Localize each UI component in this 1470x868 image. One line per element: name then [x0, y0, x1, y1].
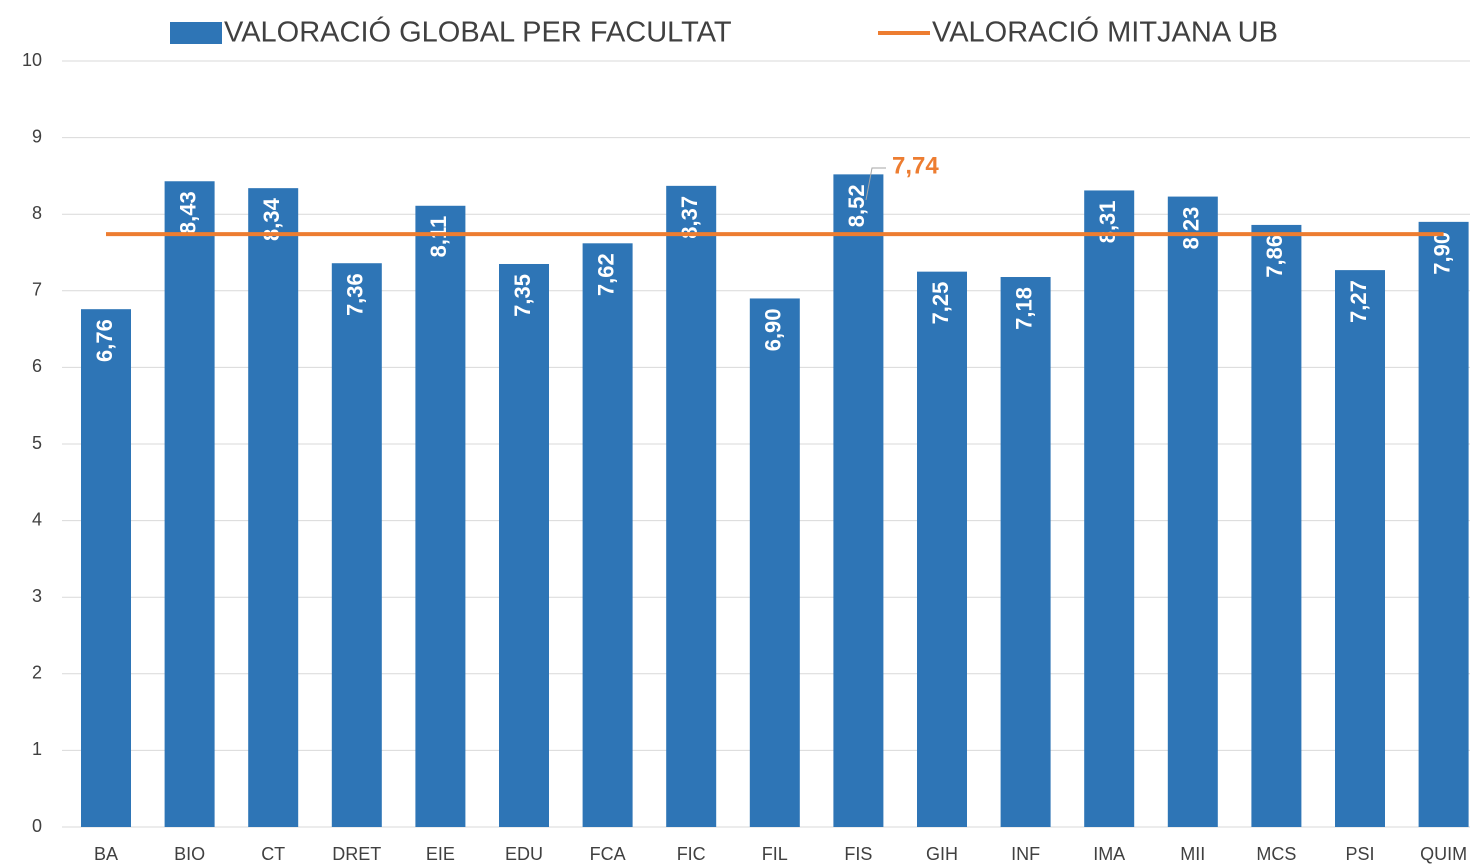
x-tick-label: CT: [261, 844, 285, 864]
y-tick-label: 4: [32, 509, 42, 529]
bar: [1251, 224, 1302, 827]
y-tick-label: 8: [32, 203, 42, 223]
value-label: 8,37: [677, 196, 702, 239]
legend-label: VALORACIÓ GLOBAL PER FACULTAT: [224, 16, 732, 49]
value-label: 7,36: [343, 273, 368, 316]
bar: [164, 181, 215, 828]
y-tick-label: 9: [32, 126, 42, 146]
x-tick-label: GIH: [926, 844, 958, 864]
x-tick-label: FIS: [844, 844, 872, 864]
y-tick-label: 0: [32, 816, 42, 836]
value-label: 7,35: [510, 274, 535, 317]
x-tick-label: IMA: [1093, 844, 1125, 864]
bar: [248, 188, 299, 827]
leader-line: [865, 167, 886, 201]
x-tick-label: FIC: [677, 844, 706, 864]
value-label: 7,86: [1262, 235, 1287, 278]
x-tick-label: BA: [94, 844, 118, 864]
y-tick-label: 10: [22, 50, 42, 70]
x-tick-label: PSI: [1345, 844, 1374, 864]
bar: [749, 298, 800, 828]
x-tick-label: EIE: [426, 844, 455, 864]
x-tick-label: BIO: [174, 844, 205, 864]
y-tick-label: 3: [32, 586, 42, 606]
x-tick-label: MCS: [1256, 844, 1296, 864]
bar: [582, 243, 633, 828]
bar: [1167, 196, 1218, 827]
value-label: 8,23: [1179, 207, 1204, 250]
y-tick-label: 7: [32, 280, 42, 300]
value-label: 7,18: [1011, 287, 1036, 330]
value-label: 8,31: [1095, 200, 1120, 243]
y-tick-label: 6: [32, 356, 42, 376]
bar: [499, 263, 549, 827]
value-label: 7,25: [928, 282, 953, 325]
bar: [917, 271, 967, 827]
bar: [666, 185, 717, 827]
value-label: 8,43: [175, 191, 200, 234]
value-label: 6,90: [761, 308, 786, 351]
y-tick-label: 5: [32, 433, 42, 453]
x-tick-label: MII: [1180, 844, 1205, 864]
legend-swatch: [170, 22, 222, 44]
value-label: 6,76: [92, 319, 117, 362]
value-label: 8,11: [426, 216, 451, 258]
y-tick-label: 1: [32, 739, 42, 759]
legend-label: VALORACIÓ MITJANA UB: [932, 16, 1278, 49]
bar: [81, 309, 131, 828]
x-tick-label: FCA: [590, 844, 626, 864]
bar: [1335, 270, 1385, 827]
value-label: 7,62: [593, 253, 618, 296]
x-tick-label: FIL: [762, 844, 788, 864]
bar: [833, 174, 884, 828]
value-label: 7,27: [1346, 280, 1371, 323]
x-tick-label: QUIM: [1420, 844, 1467, 864]
value-label: 8,52: [844, 184, 869, 227]
y-tick-label: 2: [32, 663, 42, 683]
bar: [331, 263, 382, 827]
x-tick-label: DRET: [332, 844, 381, 864]
bar: [1000, 277, 1051, 828]
bar: [1418, 221, 1469, 828]
value-label: 7,90: [1429, 232, 1454, 275]
x-tick-label: EDU: [505, 844, 543, 864]
x-tick-label: INF: [1011, 844, 1040, 864]
bar: [415, 205, 466, 828]
mean-label: 7,74: [892, 152, 939, 179]
bar: [1084, 190, 1135, 828]
